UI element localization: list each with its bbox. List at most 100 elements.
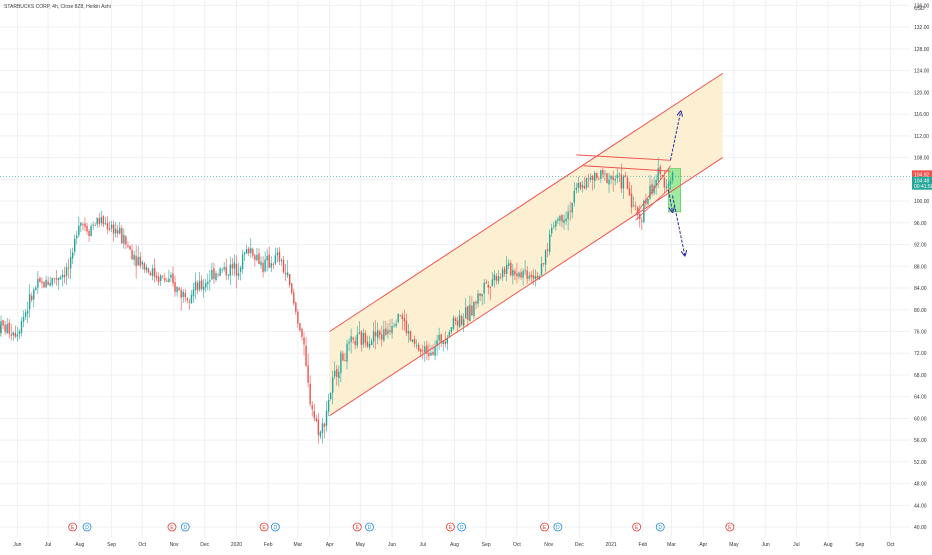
dividend-marker[interactable] — [82, 522, 92, 532]
candle-body — [651, 184, 653, 194]
candle-body — [606, 173, 608, 184]
candle-body — [258, 253, 260, 264]
candle-body — [117, 230, 119, 234]
dividend-marker[interactable] — [270, 522, 280, 532]
candle-body — [557, 219, 559, 221]
dividend-marker[interactable] — [457, 522, 467, 532]
candle-body — [395, 323, 397, 327]
candle-body — [628, 188, 631, 196]
candle-body — [479, 293, 481, 297]
candle-body — [434, 346, 436, 356]
marker-letter: D — [460, 525, 464, 531]
candle-body — [561, 214, 563, 222]
candle-body — [512, 269, 514, 276]
candle-body — [436, 340, 438, 347]
candle-body — [155, 275, 158, 278]
candle-body — [569, 210, 571, 212]
candle-body — [151, 268, 154, 276]
candle-body — [217, 274, 219, 276]
x-tick-label: Sep — [107, 542, 116, 548]
resistance-line — [576, 154, 671, 161]
earnings-marker[interactable] — [540, 522, 549, 532]
candle-body — [301, 328, 303, 337]
y-tick-label: 132.00 — [914, 25, 930, 31]
candle-body — [596, 172, 598, 178]
earnings-marker[interactable] — [725, 522, 735, 532]
candle-body — [108, 228, 111, 230]
candle-body — [47, 281, 49, 285]
candle-body — [110, 224, 113, 229]
candle-body — [645, 199, 647, 204]
last-price-text: 104.48 — [914, 179, 930, 185]
candle-body — [256, 254, 258, 261]
x-tick-label: 2020 — [231, 542, 242, 548]
candle-body — [573, 190, 575, 203]
earnings-marker[interactable] — [167, 522, 177, 532]
candle-body — [61, 274, 64, 278]
candle-body — [200, 280, 203, 290]
candle-body — [495, 275, 498, 281]
candle-body — [121, 228, 123, 244]
candle-body — [458, 315, 461, 328]
wedge-line — [635, 187, 671, 221]
x-tick-label: Nov — [170, 542, 179, 548]
candle-body — [166, 280, 168, 282]
candle-body — [266, 256, 268, 261]
candle-body — [403, 317, 406, 322]
candle-body — [129, 246, 131, 250]
candle-body — [88, 231, 90, 236]
channel-lower-line — [329, 157, 723, 417]
candle-body — [98, 218, 101, 224]
candle-body — [329, 392, 332, 400]
candle-body — [319, 431, 322, 437]
x-tick-label: Jun — [388, 542, 396, 548]
candle-body — [248, 248, 250, 254]
candle-body — [671, 172, 674, 181]
marker-letter: E — [170, 525, 174, 531]
marker-letter: D — [85, 525, 89, 531]
candle-body — [532, 275, 535, 279]
time-axis[interactable]: Jun Jul Aug Sep Oct Nov Dec 2020 Feb Mar Apr May Jun… — [13, 542, 895, 548]
candle-body — [399, 315, 401, 316]
candle-body — [630, 193, 633, 208]
dividend-marker[interactable] — [365, 522, 374, 532]
candle-body — [274, 255, 277, 264]
candle-body — [579, 182, 582, 189]
candle-body — [620, 174, 623, 189]
candle-body — [536, 275, 539, 279]
candle-body — [534, 276, 537, 279]
candle-body — [43, 281, 45, 288]
candle-body — [119, 227, 121, 234]
earnings-marker[interactable] — [352, 522, 362, 532]
candle-body — [280, 260, 283, 262]
candle-body — [293, 292, 295, 304]
x-tick-label: Oct — [138, 542, 146, 548]
countdown-text: 00:41:58 — [914, 184, 932, 190]
candle-body — [237, 273, 240, 277]
earnings-marker[interactable] — [68, 522, 78, 532]
candle-body — [407, 331, 410, 334]
candle-body — [176, 286, 178, 293]
candle-body — [516, 273, 518, 277]
dividend-marker[interactable] — [655, 522, 665, 532]
candle-body — [567, 211, 569, 220]
candle-body — [430, 352, 432, 356]
candle-body — [221, 269, 223, 271]
earnings-marker[interactable] — [259, 522, 269, 532]
candle-body — [546, 249, 549, 251]
candle-body — [409, 331, 412, 341]
candle-body — [282, 259, 285, 273]
marker-letter: E — [356, 525, 360, 531]
marker-letter: E — [449, 525, 453, 531]
earnings-marker[interactable] — [632, 522, 642, 532]
price-axis[interactable]: 40.00 44.00 48.00 52.00 56.00 60.00 64.00 68.00… — [912, 3, 932, 531]
candle-body — [182, 291, 184, 298]
candle-body — [288, 274, 291, 285]
dividend-marker[interactable] — [180, 522, 190, 532]
earnings-marker[interactable] — [445, 522, 455, 532]
candle-body — [45, 279, 47, 288]
dividend-marker[interactable] — [553, 522, 563, 532]
